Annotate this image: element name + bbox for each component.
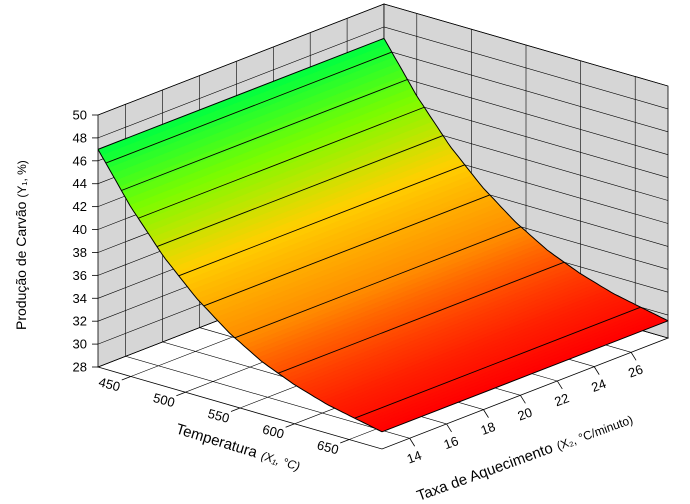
heating-rate-tick-mark — [630, 352, 637, 361]
x2-axis-title-unit: (X₂, °C/minuto) — [555, 412, 635, 453]
temperature-tick-mark — [340, 439, 350, 444]
y-axis-title-unit: (Y₁, %) — [15, 160, 29, 197]
z-tick-label: 30 — [73, 337, 87, 352]
temperature-tick-label: 550 — [206, 406, 231, 426]
response-surface — [97, 38, 669, 433]
z-tick-label: 28 — [73, 360, 87, 375]
contour-line — [156, 135, 444, 247]
z-tick-label: 50 — [73, 108, 87, 123]
axis-ticks: 28 30 32 34 36 38 40 42 44 46 48 50 450 500 550 600 650 1… — [73, 108, 645, 467]
z-tick-label: 38 — [73, 245, 87, 260]
contour-line — [178, 164, 465, 277]
heating-rate-tick-label: 18 — [479, 419, 498, 438]
grid-line-z — [97, 26, 669, 139]
heating-rate-tick-label: 14 — [405, 448, 424, 467]
heating-rate-tick-label: 26 — [626, 362, 645, 381]
surface-edge-right — [381, 320, 669, 433]
x2-axis-title-main: Taxa de Aquecimento — [415, 440, 556, 504]
heating-rate-tick-label: 20 — [515, 405, 534, 424]
contour-lines — [105, 51, 641, 419]
z-tick-label: 44 — [73, 176, 87, 191]
heating-rate-tick-label: 22 — [552, 390, 571, 409]
y-axis-title: Produção de Carvão (Y₁, %) — [13, 160, 29, 330]
contour-line — [354, 306, 641, 419]
heating-rate-tick-mark — [556, 380, 563, 390]
heating-rate-tick-mark — [483, 409, 489, 418]
contour-line — [121, 79, 408, 191]
y-axis-title-main: Produção de Carvão — [13, 201, 29, 330]
contour-line — [278, 261, 565, 374]
temperature-tick-mark — [230, 407, 241, 412]
surface-edges — [97, 37, 669, 433]
z-tick-label: 40 — [73, 222, 87, 237]
z-tick-label: 32 — [73, 314, 87, 329]
temperature-tick-mark — [176, 391, 186, 397]
contour-line — [105, 51, 392, 164]
temperature-tick-label: 450 — [97, 374, 122, 394]
heating-rate-tick-label: 16 — [442, 433, 461, 452]
z-tick-label: 36 — [73, 268, 87, 283]
heating-rate-tick-mark — [446, 423, 452, 433]
heating-rate-tick-mark — [520, 395, 526, 404]
x1-axis-title-unit: (X₁, °C) — [259, 449, 301, 474]
surface-edge-front — [97, 149, 383, 433]
contour-line — [203, 194, 490, 307]
x2-axis-title: Taxa de Aquecimento(X₂, °C/minuto) — [415, 411, 636, 504]
temperature-tick-label: 650 — [315, 437, 340, 457]
contour-line — [138, 106, 425, 219]
surface-edge-left — [97, 37, 385, 150]
z-tick-label: 48 — [73, 130, 87, 145]
temperature-tick-label: 600 — [261, 422, 286, 442]
heating-rate-tick-mark — [593, 366, 600, 375]
heating-rate-tick-label: 24 — [589, 376, 608, 395]
contour-line — [234, 226, 522, 339]
x1-axis-title-main: Temperatura — [174, 421, 260, 462]
z-tick-label: 42 — [73, 199, 87, 214]
temperature-tick-label: 500 — [152, 390, 177, 410]
z-tick-label: 46 — [73, 153, 87, 168]
heating-rate-tick-mark — [409, 438, 416, 447]
z-tick-label: 34 — [73, 291, 87, 306]
surface-edge-back — [383, 38, 669, 322]
grid-line-z — [97, 3, 669, 116]
temperature-tick-mark — [285, 423, 295, 428]
temperature-tick-mark — [121, 376, 131, 381]
